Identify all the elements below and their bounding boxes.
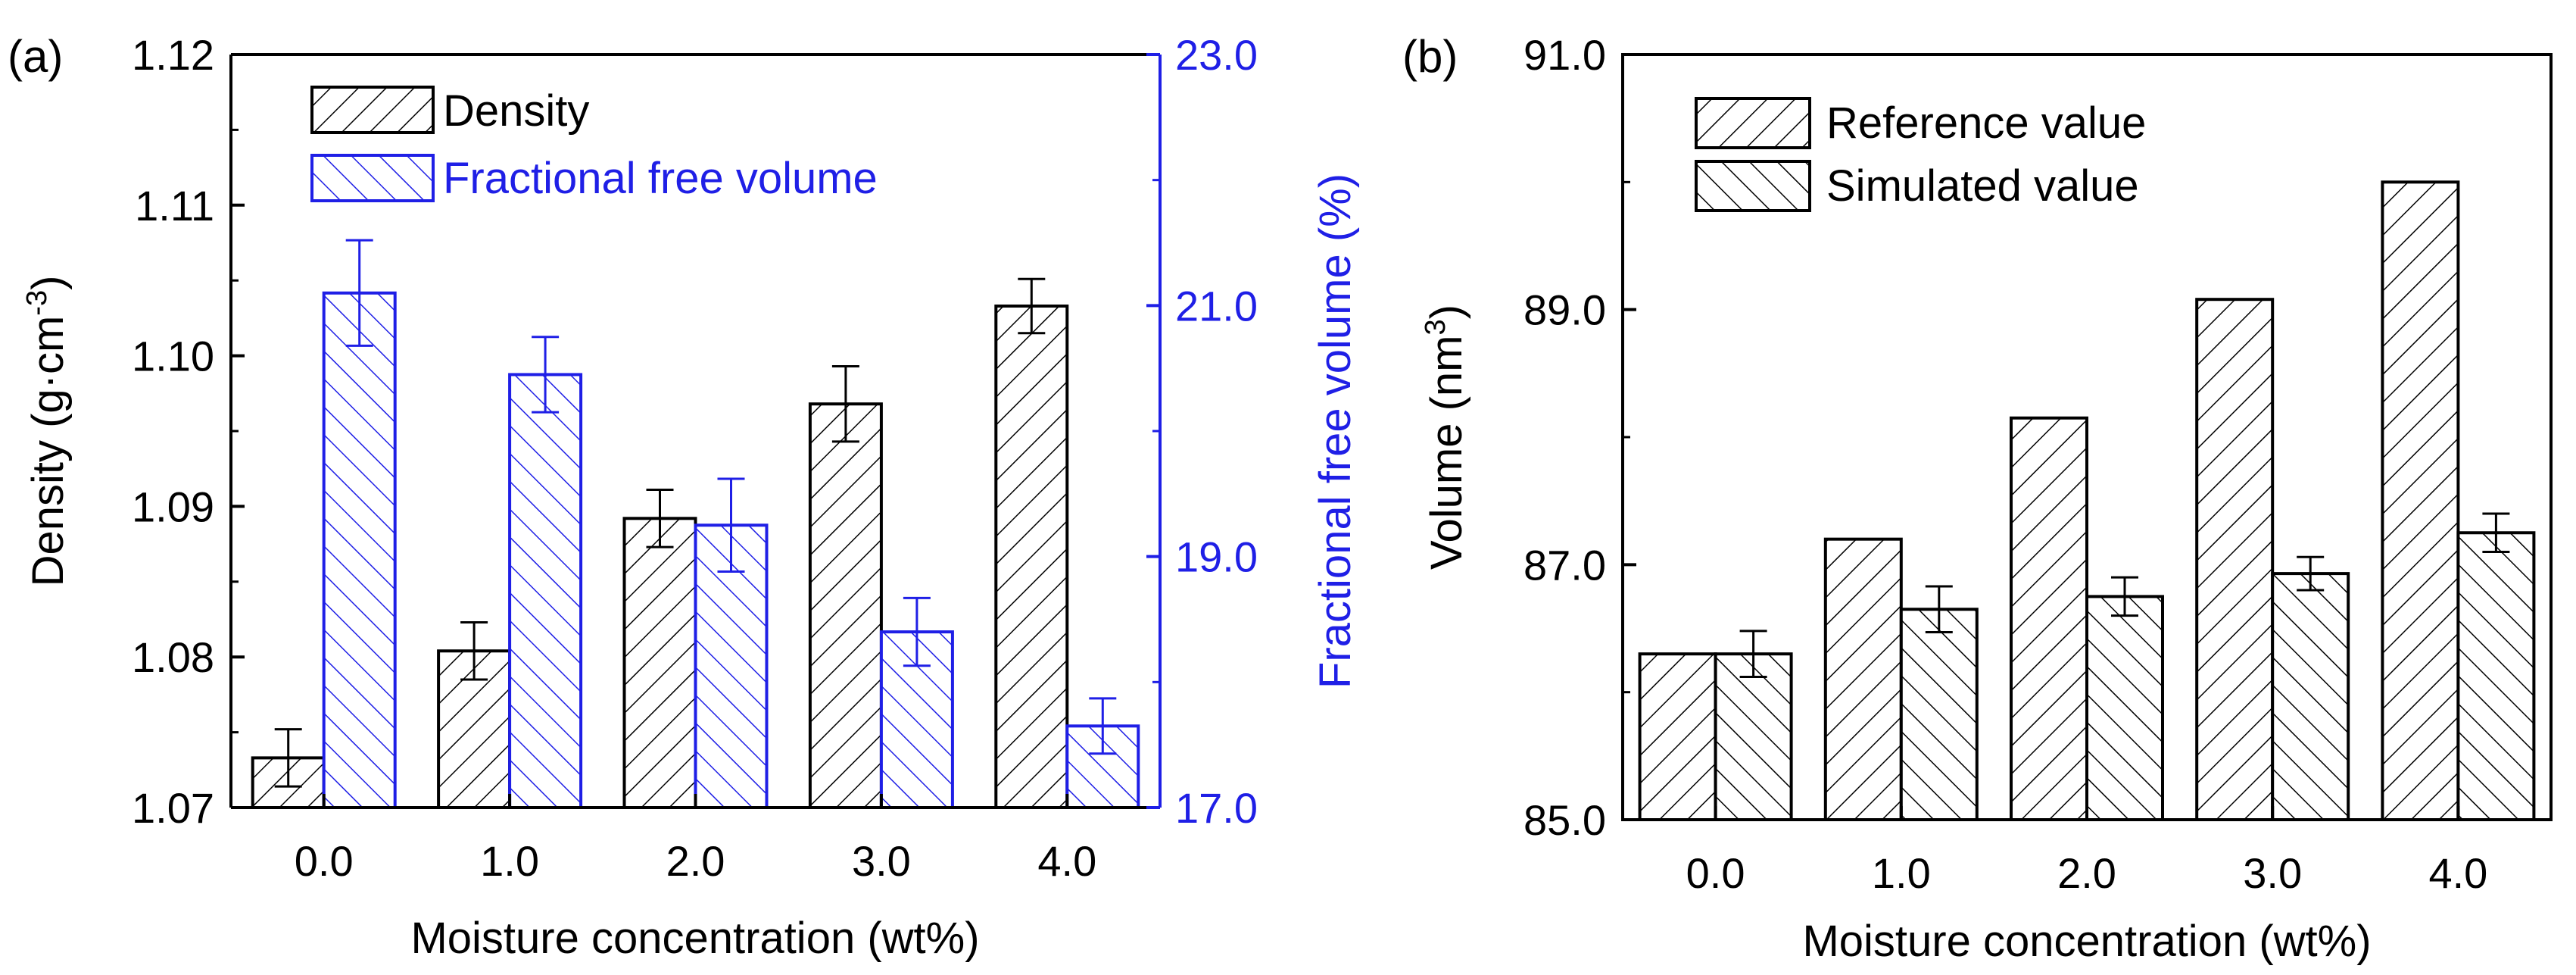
panel-a-y-tick-label: 1.10 (132, 333, 214, 380)
panel-b-label: (b) (1402, 31, 1458, 82)
panel-a-x-tick-label: 4.0 (1037, 837, 1096, 885)
legend-swatch-ffv (310, 154, 435, 202)
panel-a-x-tick-label: 3.0 (852, 837, 911, 885)
panel-b-y-title-close: ) (1422, 305, 1471, 319)
panel-a-error-bars (274, 239, 1117, 788)
panel-a-y2-axis-title: Fractional free volume (%) (1311, 173, 1360, 689)
panel-b-y-ticks: 85.0 87.0 89.0 91.0 (1523, 31, 1636, 844)
panel-a-right-ticks: 17.0 19.0 21.0 23.0 (1146, 31, 1258, 832)
density-errorbar-2.0 (646, 489, 674, 548)
panel-b-error-bars (1739, 512, 2510, 678)
density-bar-4.0 (994, 304, 1069, 810)
density-errorbar-3.0 (831, 365, 859, 443)
panel-b-x-ticks: 0.0 1.0 2.0 3.0 4.0 (1686, 806, 2487, 897)
ffv-bar-0.0 (322, 291, 397, 809)
simulated-bar-4.0 (2456, 531, 2536, 821)
panel-a-y-title-close: ) (23, 276, 73, 290)
panel-a-x-axis-title: Moisture concentration (wt%) (410, 914, 979, 963)
panel-b: (b) 85.0 87.0 89.0 91.0 0.0 1.0 2.0 3.0 4.0 Moi… (1402, 31, 2553, 966)
reference-bar-2.0 (2010, 416, 2088, 821)
ffv-errorbar-4.0 (1089, 697, 1117, 755)
panel-b-bars (1638, 180, 2536, 822)
density-bar-2.0 (622, 517, 697, 810)
panel-a-y2-tick-label: 21.0 (1175, 282, 1258, 330)
simulated-errorbar-2.0 (2111, 576, 2138, 617)
panel-a-y2-tick-label: 17.0 (1175, 784, 1258, 832)
panel-a-x-tick-label: 2.0 (666, 837, 725, 885)
legend-label-ffv: Fractional free volume (443, 154, 878, 203)
reference-bar-1.0 (1823, 537, 1903, 822)
simulated-errorbar-4.0 (2482, 512, 2510, 553)
panel-a-y-tick-label: 1.12 (132, 31, 214, 79)
panel-b-y-title-main: Volume (nm (1422, 336, 1471, 570)
legend-swatch-density (310, 86, 435, 134)
panel-b-y-title-sup: 3 (1420, 319, 1452, 335)
panel-b-y-axis-title: Volume (nm3) (1420, 305, 1471, 570)
simulated-errorbar-1.0 (1925, 585, 1953, 634)
panel-b-legend: Reference value Simulated value (1695, 97, 2146, 212)
panel-a-y2-tick-label: 23.0 (1175, 31, 1258, 79)
reference-bar-3.0 (2195, 298, 2275, 821)
panel-b-x-tick-label: 1.0 (1872, 849, 1931, 897)
panel-a-legend: Density Fractional free volume (310, 86, 878, 203)
ffv-errorbar-3.0 (903, 596, 931, 667)
panel-a-y-title-main: Density (g·cm (23, 316, 73, 587)
panel-a-y-tick-label: 1.09 (132, 483, 214, 530)
panel-a-y-tick-label: 1.08 (132, 633, 214, 681)
panel-a-y-tick-label: 1.11 (135, 182, 214, 230)
simulated-bar-3.0 (2271, 572, 2350, 821)
legend-label-density: Density (443, 86, 589, 136)
legend-label-reference: Reference value (1826, 98, 2146, 148)
ffv-errorbar-1.0 (532, 336, 560, 414)
panel-a-x-tick-label: 0.0 (295, 837, 354, 885)
panel-a-label: (a) (8, 31, 63, 82)
panel-b-y-tick-label: 89.0 (1523, 286, 1606, 334)
panel-b-x-axis-title: Moisture concentration (wt%) (1802, 917, 2371, 966)
simulated-bar-2.0 (2085, 595, 2164, 822)
density-bar-3.0 (808, 402, 883, 809)
panel-b-y-tick-label: 87.0 (1523, 541, 1606, 589)
density-errorbar-4.0 (1018, 277, 1046, 335)
legend-swatch-simulated (1695, 160, 1811, 212)
panel-a-y-axis-title: Density (g·cm-3) (21, 276, 73, 587)
legend-label-simulated: Simulated value (1826, 161, 2139, 211)
reference-bar-4.0 (2381, 180, 2460, 822)
simulated-errorbar-3.0 (2297, 555, 2325, 592)
panel-a-x-ticks: 0.0 1.0 2.0 3.0 4.0 (295, 794, 1096, 885)
density-errorbar-0.0 (274, 728, 302, 788)
ffv-bar-3.0 (879, 630, 954, 809)
panel-a-y2-tick-label: 19.0 (1175, 533, 1258, 581)
reference-bar-0.0 (1638, 652, 1717, 822)
ffv-errorbar-0.0 (345, 239, 373, 347)
panel-a: (a) 1.07 1.08 1.09 1.10 1.11 1.12 17.0 19.0 21.… (8, 31, 1360, 963)
simulated-bar-1.0 (1899, 608, 1979, 821)
legend-swatch-reference (1695, 97, 1811, 149)
ffv-bar-1.0 (508, 373, 583, 809)
simulated-bar-0.0 (1714, 652, 1793, 822)
panel-b-x-tick-label: 4.0 (2428, 849, 2487, 897)
ffv-errorbar-2.0 (717, 477, 745, 573)
panel-a-y-title-sup: -3 (21, 290, 53, 316)
panel-b-x-tick-label: 0.0 (1686, 849, 1745, 897)
simulated-errorbar-0.0 (1739, 630, 1767, 678)
panel-a-x-tick-label: 1.0 (480, 837, 539, 885)
panel-b-x-tick-label: 3.0 (2243, 849, 2302, 897)
density-errorbar-1.0 (460, 620, 488, 681)
panel-b-y-tick-label: 85.0 (1523, 796, 1606, 844)
panel-b-x-tick-label: 2.0 (2057, 849, 2116, 897)
panel-a-y-tick-label: 1.07 (132, 784, 214, 832)
panel-a-bars (251, 291, 1140, 810)
panel-b-y-tick-label: 91.0 (1523, 31, 1606, 79)
panel-a-left-ticks: 1.07 1.08 1.09 1.10 1.11 1.12 (132, 31, 245, 832)
